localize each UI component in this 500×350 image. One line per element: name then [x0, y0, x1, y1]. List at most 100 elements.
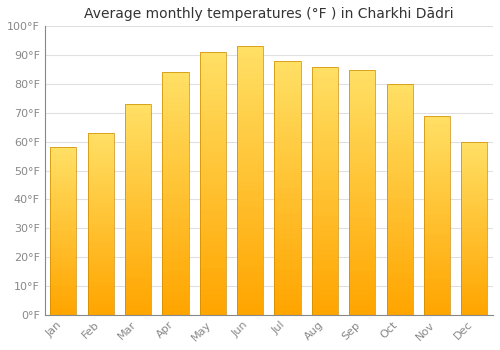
Bar	[88, 202, 114, 206]
Bar	[274, 107, 300, 112]
Bar	[386, 167, 412, 172]
Bar	[274, 137, 300, 142]
Bar	[162, 72, 188, 315]
Bar	[88, 300, 114, 304]
Bar	[462, 273, 487, 277]
Bar	[162, 135, 188, 140]
Bar	[88, 213, 114, 217]
Bar	[386, 296, 412, 301]
Bar	[274, 168, 300, 173]
Bar	[50, 218, 76, 221]
Bar	[50, 171, 76, 174]
Bar	[162, 116, 188, 121]
Bar	[312, 205, 338, 211]
Bar	[462, 201, 487, 204]
Bar	[237, 143, 264, 148]
Bar	[237, 138, 264, 143]
Bar	[462, 190, 487, 194]
Bar	[88, 228, 114, 231]
Bar	[88, 209, 114, 213]
Bar	[162, 208, 188, 213]
Bar	[162, 106, 188, 111]
Bar	[162, 276, 188, 281]
Bar	[200, 110, 226, 115]
Bar	[312, 265, 338, 270]
Bar	[386, 236, 412, 241]
Bar	[386, 93, 412, 98]
Bar	[125, 121, 151, 125]
Bar	[200, 136, 226, 141]
Bar	[88, 271, 114, 275]
Bar	[349, 236, 376, 241]
Bar	[162, 131, 188, 135]
Bar	[386, 186, 412, 190]
Bar	[386, 126, 412, 130]
Bar	[386, 278, 412, 282]
Bar	[312, 290, 338, 295]
Bar	[386, 232, 412, 236]
Bar	[162, 242, 188, 247]
Bar	[200, 194, 226, 199]
Bar	[274, 310, 300, 315]
Bar	[200, 78, 226, 84]
Bar	[50, 151, 76, 154]
Bar	[312, 102, 338, 106]
Bar	[462, 242, 487, 246]
Bar	[312, 310, 338, 315]
Bar	[125, 268, 151, 273]
Bar	[274, 183, 300, 188]
Bar	[386, 172, 412, 176]
Bar	[50, 251, 76, 254]
Bar	[274, 132, 300, 137]
Bar	[162, 257, 188, 261]
Bar	[312, 66, 338, 72]
Bar	[462, 204, 487, 208]
Bar	[200, 236, 226, 241]
Bar	[424, 271, 450, 275]
Bar	[125, 201, 151, 205]
Bar	[462, 239, 487, 242]
Bar	[237, 63, 264, 68]
Bar	[462, 298, 487, 301]
Bar	[125, 260, 151, 264]
Bar	[50, 241, 76, 245]
Bar	[50, 158, 76, 161]
Bar	[200, 68, 226, 73]
Bar	[50, 231, 76, 234]
Bar	[237, 293, 264, 299]
Bar	[386, 306, 412, 310]
Bar	[237, 47, 264, 315]
Bar	[424, 180, 450, 183]
Bar	[237, 154, 264, 159]
Bar	[162, 218, 188, 223]
Bar	[88, 246, 114, 249]
Bar	[237, 175, 264, 181]
Bar	[125, 289, 151, 294]
Bar	[274, 91, 300, 97]
Bar	[424, 235, 450, 239]
Bar	[125, 146, 151, 150]
Bar	[386, 292, 412, 296]
Bar	[424, 287, 450, 291]
Bar	[312, 211, 338, 216]
Bar	[349, 94, 376, 99]
Bar	[50, 248, 76, 251]
Bar	[312, 275, 338, 280]
Bar	[50, 238, 76, 241]
Bar	[237, 224, 264, 229]
Bar	[274, 127, 300, 132]
Bar	[386, 199, 412, 204]
Bar	[200, 257, 226, 262]
Bar	[162, 228, 188, 232]
Bar	[50, 305, 76, 308]
Bar	[125, 193, 151, 197]
Bar	[312, 255, 338, 260]
Bar	[274, 244, 300, 249]
Bar	[424, 172, 450, 175]
Bar	[200, 126, 226, 131]
Bar	[349, 271, 376, 275]
Bar	[349, 266, 376, 271]
Bar	[200, 89, 226, 94]
Bar	[312, 181, 338, 186]
Bar	[349, 246, 376, 251]
